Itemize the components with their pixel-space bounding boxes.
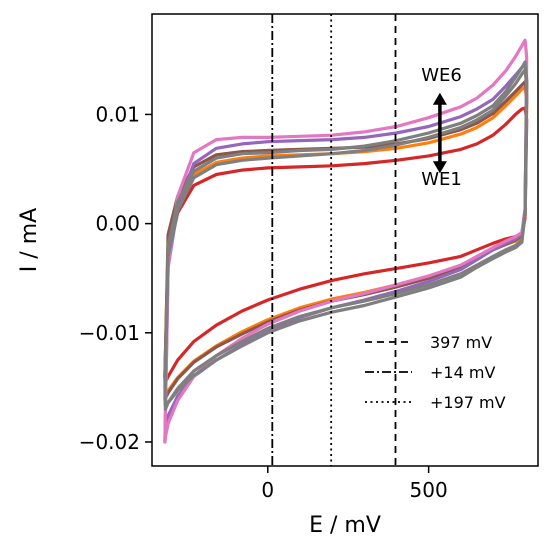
legend-entry-dotted: +197 mV (430, 393, 506, 412)
y-axis-label: I / mA (17, 208, 42, 272)
axis-ticks: 0 500 0.01 0.00 −0.01 −0.02 (79, 102, 448, 502)
annotation-we1: WE1 (421, 169, 462, 190)
potential-markers (271, 14, 397, 466)
legend-entry-dashed: 397 mV (430, 333, 492, 352)
legend: 397 mV +14 mV +197 mV (365, 333, 506, 412)
annotations: WE6 WE1 (421, 65, 462, 190)
y-tick-label: 0.01 (95, 102, 140, 126)
x-axis-label: E / mV (309, 513, 381, 538)
plot-frame (151, 13, 539, 467)
cv-curve-7 (163, 68, 529, 409)
y-tick-label: −0.02 (79, 430, 140, 454)
arrow-head-up (432, 92, 447, 105)
arrow-head-down (432, 161, 447, 174)
y-tick-label: 0.00 (95, 212, 140, 236)
x-tick-label: 500 (410, 478, 448, 502)
cv-curves (163, 38, 529, 444)
legend-entry-dashdot: +14 mV (430, 363, 495, 382)
annotation-we6: WE6 (421, 65, 462, 86)
x-tick-label: 0 (261, 478, 274, 502)
trend-arrow (432, 92, 447, 174)
y-tick-label: −0.01 (79, 321, 140, 345)
